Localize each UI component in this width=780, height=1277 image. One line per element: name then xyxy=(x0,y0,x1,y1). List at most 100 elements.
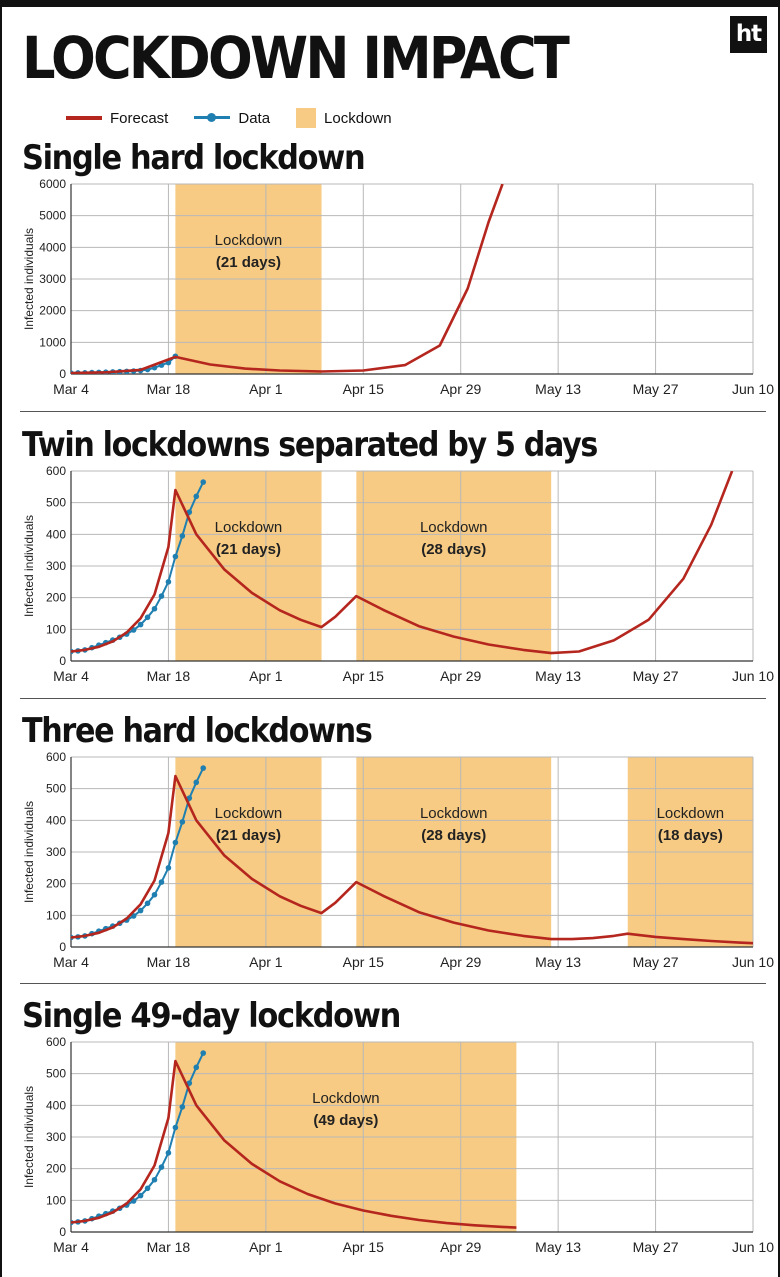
data-point xyxy=(172,1124,179,1131)
legend-item-data: Data xyxy=(194,110,270,127)
page-title: LOCKDOWN IMPACT xyxy=(22,24,570,92)
data-line-icon xyxy=(194,113,231,122)
lockdown-swatch-icon xyxy=(296,108,317,128)
right-border xyxy=(778,0,780,1277)
data-point xyxy=(179,533,186,539)
lockdown-duration-label: (18 days) xyxy=(658,827,723,844)
lockdown-label: Lockdown xyxy=(657,805,725,822)
lockdown-duration-label: (28 days) xyxy=(421,827,486,844)
chart-three-lockdowns: Lockdown (21 days) Lockdown (28 days) Lockdo… xyxy=(22,750,774,970)
y-tick-label: 200 xyxy=(46,877,66,891)
data-point xyxy=(193,493,200,500)
legend-label-forecast: Forecast xyxy=(110,109,169,127)
y-tick-label: 200 xyxy=(46,591,66,605)
x-tick-label: Apr 15 xyxy=(343,381,384,397)
chart-twin-lockdowns: Lockdown (21 days) Lockdown (28 days) 0 100 20… xyxy=(22,464,774,684)
data-point xyxy=(158,593,165,599)
x-tick-label: May 27 xyxy=(633,381,679,397)
x-tick-label: Jun 10 xyxy=(732,668,774,684)
lockdown-duration-label: (21 days) xyxy=(216,541,281,558)
y-tick-label: 100 xyxy=(46,622,66,636)
y-tick-label: 0 xyxy=(59,367,66,381)
data-point xyxy=(158,879,165,885)
lockdown-label: Lockdown xyxy=(420,805,488,822)
y-axis-title: Infected individuals xyxy=(22,228,36,330)
x-tick-label: Apr 29 xyxy=(440,381,481,397)
data-point xyxy=(151,605,158,612)
y-tick-label: 500 xyxy=(46,496,66,510)
x-tick-label: Apr 1 xyxy=(249,381,283,397)
data-point xyxy=(144,900,151,907)
x-tick-label: Jun 10 xyxy=(732,381,774,397)
y-tick-label: 600 xyxy=(46,750,66,764)
panel-title-single-hard: Single hard lockdown xyxy=(22,138,366,178)
y-tick-label: 0 xyxy=(59,1225,66,1239)
panel-title-three: Three hard lockdowns xyxy=(22,711,373,751)
lockdown-label: Lockdown xyxy=(215,805,283,822)
y-tick-label: 300 xyxy=(46,845,66,859)
separator xyxy=(20,698,766,699)
y-tick-label: 3000 xyxy=(39,272,66,286)
legend-label-data: Data xyxy=(238,109,271,127)
data-point xyxy=(200,479,207,485)
y-tick-label: 0 xyxy=(59,940,66,954)
top-border xyxy=(0,0,780,7)
y-tick-label: 100 xyxy=(46,1193,66,1207)
data-point xyxy=(137,907,144,914)
y-tick-label: 300 xyxy=(46,559,66,573)
x-tick-label: Apr 29 xyxy=(440,1239,481,1255)
data-point xyxy=(179,819,186,825)
legend: Forecast Data Lockdown xyxy=(66,106,418,130)
y-tick-label: 500 xyxy=(46,782,66,796)
separator xyxy=(20,411,766,412)
y-tick-label: 600 xyxy=(46,1035,66,1049)
data-point xyxy=(144,614,151,621)
lockdown-duration-label: (21 days) xyxy=(216,827,281,844)
forecast-series-line xyxy=(71,1059,517,1229)
forecast-series-line xyxy=(71,471,734,655)
x-tick-label: May 27 xyxy=(633,954,679,970)
x-tick-label: May 13 xyxy=(535,1239,581,1255)
x-tick-label: Apr 15 xyxy=(343,668,384,684)
lockdown-label: Lockdown xyxy=(215,519,283,536)
series-group xyxy=(71,1050,517,1229)
lockdown-duration-label: (49 days) xyxy=(313,1112,378,1129)
data-point xyxy=(193,779,200,786)
panel-title-twin: Twin lockdowns separated by 5 days xyxy=(22,425,598,465)
legend-item-lockdown: Lockdown xyxy=(296,108,392,128)
data-point xyxy=(165,1150,172,1156)
y-tick-label: 100 xyxy=(46,908,66,922)
separator xyxy=(20,983,766,984)
forecast-series-line xyxy=(71,184,504,374)
x-tick-label: Jun 10 xyxy=(732,1239,774,1255)
series-group xyxy=(71,471,734,655)
y-tick-label: 0 xyxy=(59,654,66,668)
x-tick-label: Mar 4 xyxy=(53,954,89,970)
x-tick-label: Apr 1 xyxy=(249,1239,283,1255)
data-point xyxy=(193,1064,200,1071)
lockdown-label: Lockdown xyxy=(312,1090,380,1107)
data-point xyxy=(165,579,172,585)
data-point xyxy=(200,1050,207,1056)
y-tick-label: 500 xyxy=(46,1067,66,1081)
panel-title-49-day: Single 49-day lockdown xyxy=(22,996,401,1036)
x-tick-label: Apr 1 xyxy=(249,954,283,970)
legend-item-forecast: Forecast xyxy=(66,110,168,127)
data-point xyxy=(200,765,207,771)
x-tick-label: Jun 10 xyxy=(732,954,774,970)
data-point xyxy=(137,1192,144,1199)
y-axis-title: Infected individuals xyxy=(22,801,36,903)
x-tick-label: May 13 xyxy=(535,668,581,684)
data-point xyxy=(144,1185,151,1192)
x-tick-label: Mar 4 xyxy=(53,668,89,684)
y-tick-label: 5000 xyxy=(39,209,66,223)
y-tick-label: 400 xyxy=(46,1098,66,1112)
x-tick-label: May 13 xyxy=(535,954,581,970)
x-tick-label: Mar 18 xyxy=(147,381,191,397)
y-axis-title: Infected individuals xyxy=(22,515,36,617)
x-tick-label: Apr 1 xyxy=(249,668,283,684)
y-tick-label: 1000 xyxy=(39,335,66,349)
data-point xyxy=(151,891,158,898)
lockdown-label: Lockdown xyxy=(420,519,488,536)
data-point xyxy=(172,839,179,846)
